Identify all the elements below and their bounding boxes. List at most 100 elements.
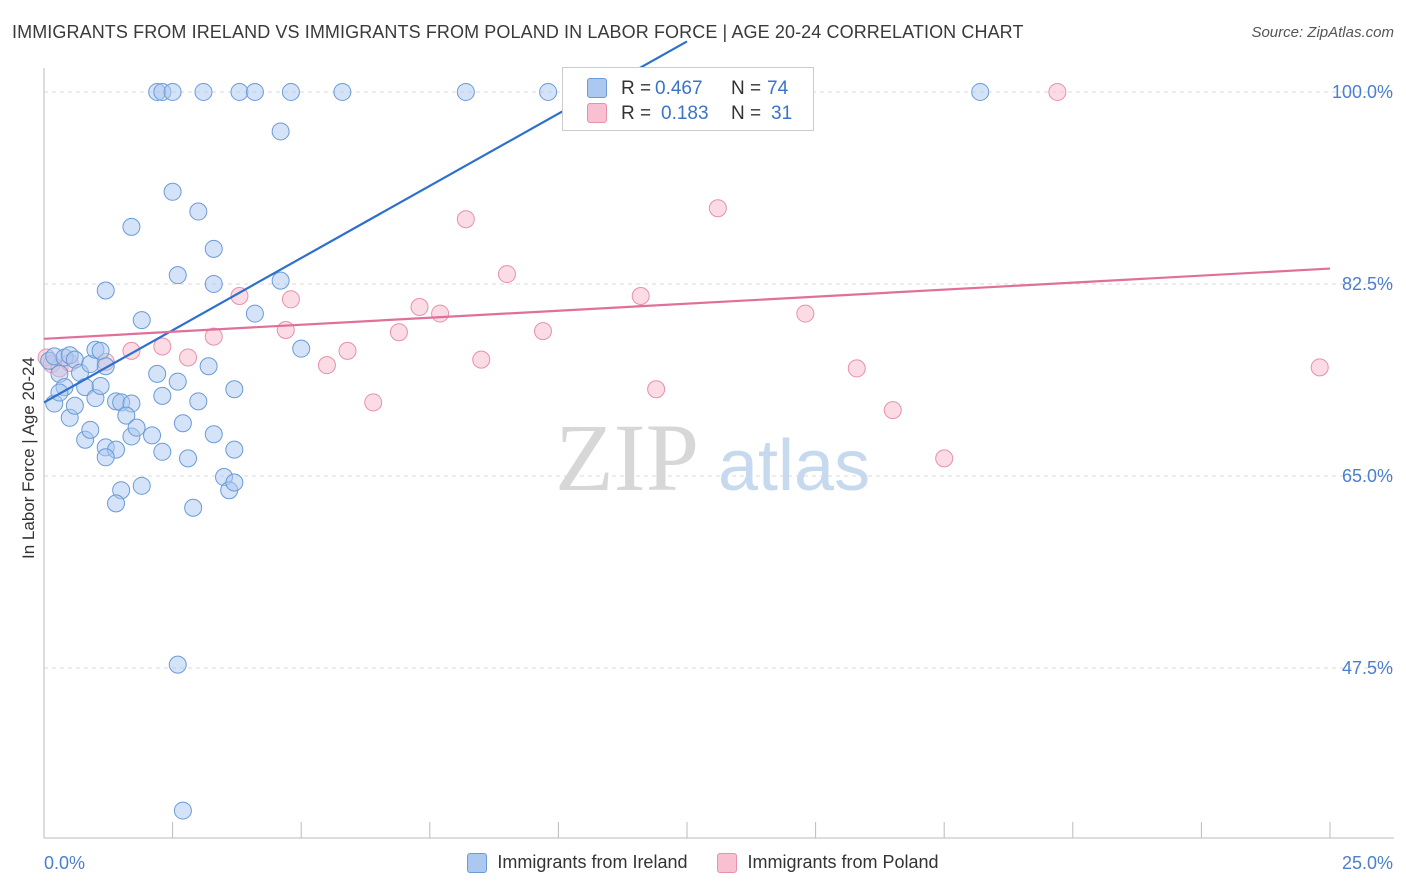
ireland-r-label: R = (621, 78, 652, 99)
poland-point (281, 290, 300, 309)
legend-item-ireland[interactable]: Immigrants from Ireland (467, 852, 687, 873)
ireland-point (179, 449, 198, 468)
legend-label-poland: Immigrants from Poland (747, 852, 939, 872)
ireland-point (271, 122, 290, 141)
ireland-point (122, 217, 141, 236)
ireland-point (194, 82, 213, 101)
poland-point (338, 341, 357, 360)
y-tick-label: 82.5% (1342, 274, 1393, 294)
y-tick-labels: 100.0% 82.5% 65.0% 47.5% (1332, 82, 1393, 678)
ireland-point (189, 202, 208, 221)
poland-point (230, 287, 249, 306)
legend-swatch-poland (717, 852, 738, 873)
poland-n-value: 31 (771, 103, 793, 124)
y-tick-label: 65.0% (1342, 466, 1393, 486)
poland-n-label: N = (731, 103, 762, 124)
poland-point (317, 356, 336, 375)
ireland-point (281, 82, 300, 101)
legend-item-poland[interactable]: Immigrants from Poland (717, 852, 939, 873)
ireland-point (132, 476, 151, 495)
ireland-point (225, 473, 244, 492)
legend: Immigrants from Ireland Immigrants from … (0, 852, 1406, 873)
ireland-point (245, 82, 264, 101)
ireland-points (40, 82, 990, 820)
poland-stats-swatch (587, 103, 607, 123)
ireland-point (127, 418, 146, 437)
poland-point (796, 304, 815, 323)
poland-point (708, 199, 727, 218)
poland-point (1310, 358, 1329, 377)
ireland-n-label: N = (731, 78, 762, 99)
poland-point (631, 287, 650, 306)
ireland-r-value: 0.467 (655, 78, 703, 99)
ireland-point (971, 82, 990, 101)
ireland-point (81, 420, 100, 439)
ireland-point (143, 426, 162, 445)
ireland-point (245, 304, 264, 323)
ireland-point (148, 364, 167, 383)
ireland-point (271, 271, 290, 290)
poland-point (883, 401, 902, 420)
ireland-point (168, 372, 187, 391)
stats-box: R = 0.467 N = 74 R = 0.183 N = 31 (562, 67, 814, 131)
ireland-point (189, 392, 208, 411)
poland-r-value: 0.183 (661, 103, 709, 124)
legend-swatch-ireland (467, 852, 488, 873)
y-axis-label: In Labor Force | Age 20-24 (19, 357, 38, 559)
axes (43, 68, 1394, 839)
poland-point (847, 359, 866, 378)
ireland-stats-swatch (587, 78, 607, 98)
ireland-point (292, 339, 311, 358)
poland-point (935, 449, 954, 468)
poland-point (533, 322, 552, 341)
ireland-point (184, 498, 203, 517)
poland-point (1048, 82, 1067, 101)
poland-point (456, 210, 475, 229)
ireland-point (163, 82, 182, 101)
poland-point (179, 348, 198, 367)
ireland-n-value: 74 (767, 78, 789, 99)
ireland-point (153, 386, 172, 405)
ireland-point (333, 82, 352, 101)
x-tick-label: 25.0% (1342, 853, 1393, 873)
ireland-point (539, 82, 558, 101)
ireland-point (225, 440, 244, 459)
ireland-point (204, 274, 223, 293)
ireland-point (230, 82, 249, 101)
poland-point (472, 350, 491, 369)
ireland-point (117, 406, 136, 425)
watermark-atlas: atlas (718, 426, 870, 506)
gridlines (44, 91, 1394, 669)
y-tick-label: 47.5% (1342, 658, 1393, 678)
ireland-point (153, 442, 172, 461)
ireland-point (204, 425, 223, 444)
x-tick-labels: 0.0% 25.0% (44, 853, 1393, 873)
poland-point (389, 323, 408, 342)
poland-point (647, 380, 666, 399)
poland-point (431, 304, 450, 323)
x-tick-label: 0.0% (44, 853, 85, 873)
ireland-point (168, 266, 187, 285)
chart-title: IMMIGRANTS FROM IRELAND VS IMMIGRANTS FR… (12, 22, 1024, 42)
ireland-point (173, 801, 192, 820)
poland-point (410, 297, 429, 316)
poland-r-label: R = (621, 103, 652, 124)
ireland-point (132, 311, 151, 330)
ireland-point (65, 396, 84, 415)
ireland-point (168, 655, 187, 674)
ireland-point (107, 494, 126, 513)
ireland-point (96, 281, 115, 300)
poland-point (276, 321, 295, 340)
ireland-point (225, 380, 244, 399)
ireland-point (96, 448, 115, 467)
legend-label-ireland: Immigrants from Ireland (497, 852, 688, 872)
poland-point (153, 337, 172, 356)
ireland-point (91, 341, 110, 360)
y-tick-label: 100.0% (1332, 82, 1393, 102)
poland-trend-line (43, 267, 1331, 340)
ireland-point (173, 414, 192, 433)
source-credit: Source: ZipAtlas.com (1251, 24, 1394, 41)
ireland-point (163, 182, 182, 201)
ireland-point (204, 239, 223, 258)
